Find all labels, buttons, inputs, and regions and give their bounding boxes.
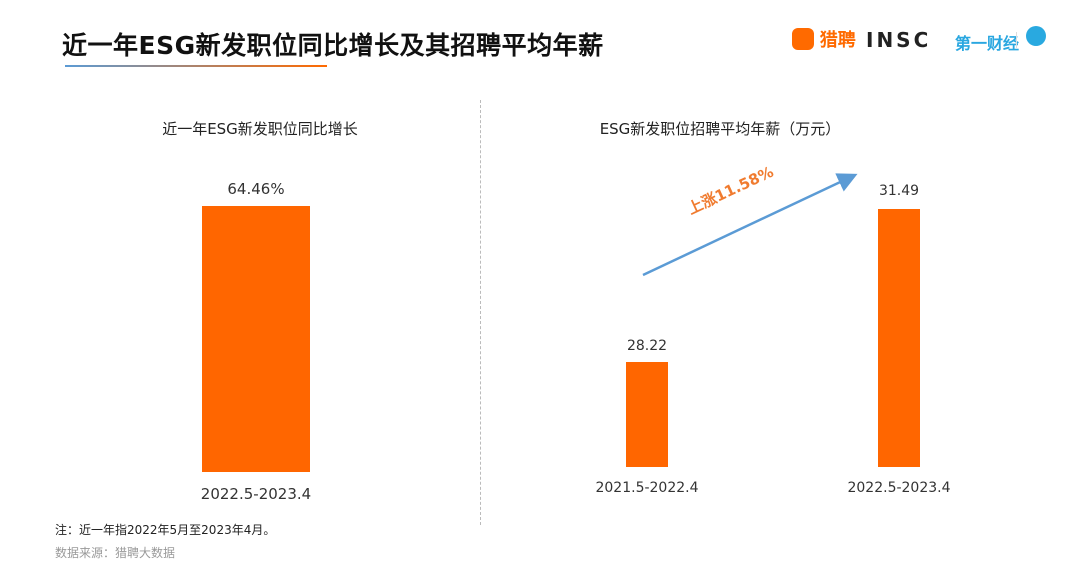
- insc-logo: INSC: [866, 28, 932, 52]
- page-title: 近一年ESG新发职位同比增长及其招聘平均年薪: [62, 31, 604, 60]
- right-chart-title: ESG新发职位招聘平均年薪（万元）: [599, 120, 841, 138]
- liepin-logo: 猎聘: [792, 26, 856, 56]
- left-bar: [202, 206, 310, 472]
- logo-divider: [1016, 32, 1017, 48]
- right-bar-1-value-label: 28.22: [626, 338, 668, 354]
- panel-divider: [480, 100, 481, 525]
- left-x-tick-label: 2022.5-2023.4: [200, 485, 312, 503]
- title-underline: [65, 65, 327, 67]
- right-bar-1: [626, 362, 668, 467]
- right-x-tick-label-2: 2022.5-2023.4: [847, 480, 951, 496]
- partner-logo-icon: [1026, 26, 1046, 46]
- left-bar-value-label: 64.46%: [227, 180, 285, 198]
- right-bar-2: [878, 209, 920, 467]
- right-bar-2-value-label: 31.49: [878, 183, 920, 199]
- yicai-logo: 第一财经: [955, 34, 1020, 53]
- arrow-line: [642, 173, 858, 277]
- footnote: 注：近一年指2022年5月至2023年4月。: [55, 523, 276, 537]
- data-source: 数据来源：猎聘大数据: [55, 546, 176, 560]
- right-x-tick-label-1: 2021.5-2022.4: [595, 480, 699, 496]
- left-chart-title: 近一年ESG新发职位同比增长: [162, 120, 358, 138]
